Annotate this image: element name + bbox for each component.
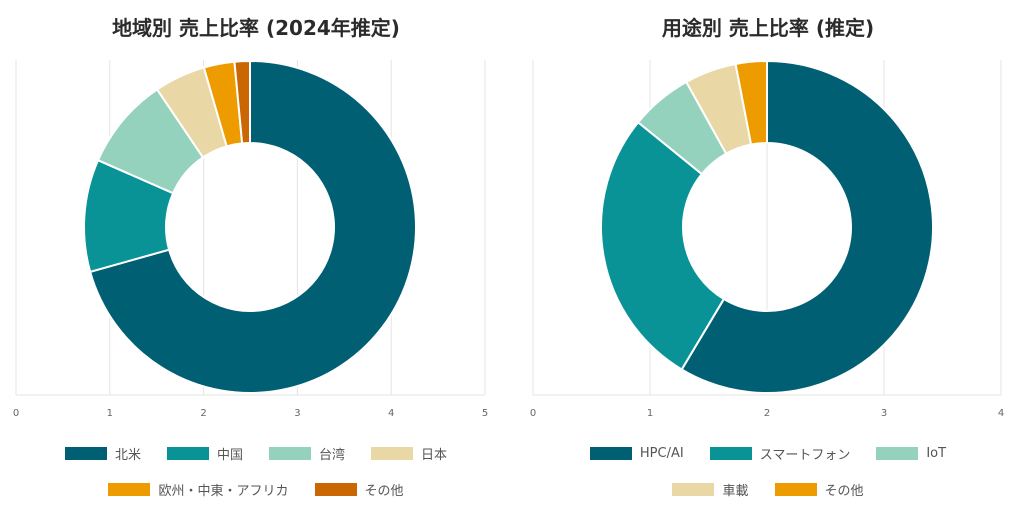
legend-label: その他 <box>824 484 864 499</box>
slice-北米[interactable] <box>88 59 417 394</box>
x-tick-label: 2 <box>764 408 770 419</box>
x-tick-label: 4 <box>998 408 1004 419</box>
legend-item[interactable]: IoT <box>876 444 946 463</box>
legend-swatch <box>774 483 817 496</box>
legend-swatch <box>64 447 107 460</box>
legend-swatch <box>876 447 919 460</box>
region-doughnut-chart: 0 1 2 3 4 5 <box>13 59 488 419</box>
usage-chart-panel: 用途別 売上比率 (推定) 0 1 2 3 4 HPC/AI スマートフォン IoT 車載 その… <box>512 0 1024 517</box>
legend-row: 欧州・中東・アフリカ その他 <box>0 480 512 499</box>
legend-label: 日本 <box>421 448 448 463</box>
x-tick-label: 0 <box>530 408 536 419</box>
x-tick-label: 0 <box>13 408 19 419</box>
legend-item[interactable]: スマートフォン <box>709 444 851 463</box>
x-tick-label: 1 <box>647 408 653 419</box>
region-chart-panel: 地域別 売上比率 (2024年推定) 0 1 2 3 4 5 北米 中国 台湾 日本欧州・中東・… <box>0 16 512 499</box>
legend-label: HPC/AI <box>639 446 684 461</box>
legend-swatch <box>166 447 209 460</box>
legend-item[interactable]: 北米 <box>64 444 141 463</box>
legend-label: その他 <box>364 484 404 499</box>
chart-title: 地域別 売上比率 (2024年推定) <box>112 16 400 40</box>
x-tick-label: 3 <box>294 408 300 419</box>
legend-swatch <box>672 483 715 496</box>
x-tick-label: 4 <box>388 408 394 419</box>
legend-row: 北米 中国 台湾 日本 <box>0 444 512 463</box>
legend-item[interactable]: HPC/AI <box>589 444 684 463</box>
legend-item[interactable]: 日本 <box>371 444 447 463</box>
legend-label: 欧州・中東・アフリカ <box>158 484 289 499</box>
legend-label: 中国 <box>216 448 243 463</box>
slice-スマートフォン[interactable] <box>600 120 726 371</box>
usage-doughnut-chart: 0 1 2 3 4 <box>530 59 1004 419</box>
legend-item[interactable]: 中国 <box>166 444 243 463</box>
legend-swatch <box>589 447 632 460</box>
legend-swatch <box>269 447 311 460</box>
slice-その他[interactable] <box>233 59 251 145</box>
legend-swatch <box>371 447 414 460</box>
legend-item[interactable]: 車載 <box>672 480 749 499</box>
legend-swatch <box>709 447 752 460</box>
legend-row: 車載 その他 <box>512 480 1024 499</box>
legend-label: 台湾 <box>319 448 346 463</box>
x-tick-label: 3 <box>881 408 887 419</box>
slice-その他[interactable] <box>734 59 768 146</box>
legend-swatch <box>314 483 357 496</box>
legend-label: スマートフォン <box>759 448 851 463</box>
legend-swatch <box>108 483 151 496</box>
legend-item[interactable]: その他 <box>774 480 864 499</box>
slice-HPC/AI[interactable] <box>680 59 934 394</box>
x-tick-label: 1 <box>107 408 113 419</box>
legend-label: 北米 <box>114 448 141 463</box>
legend-label: IoT <box>926 446 947 461</box>
legend-label: 車載 <box>722 484 749 499</box>
legend-item[interactable]: 台湾 <box>269 444 345 463</box>
legend-row: HPC/AI スマートフォン IoT <box>512 444 1024 463</box>
legend-item[interactable]: その他 <box>314 480 404 499</box>
x-tick-label: 5 <box>482 408 488 419</box>
x-tick-label: 2 <box>200 408 206 419</box>
chart-title: 用途別 売上比率 (推定) <box>661 16 875 40</box>
legend-item[interactable]: 欧州・中東・アフリカ <box>108 480 289 499</box>
